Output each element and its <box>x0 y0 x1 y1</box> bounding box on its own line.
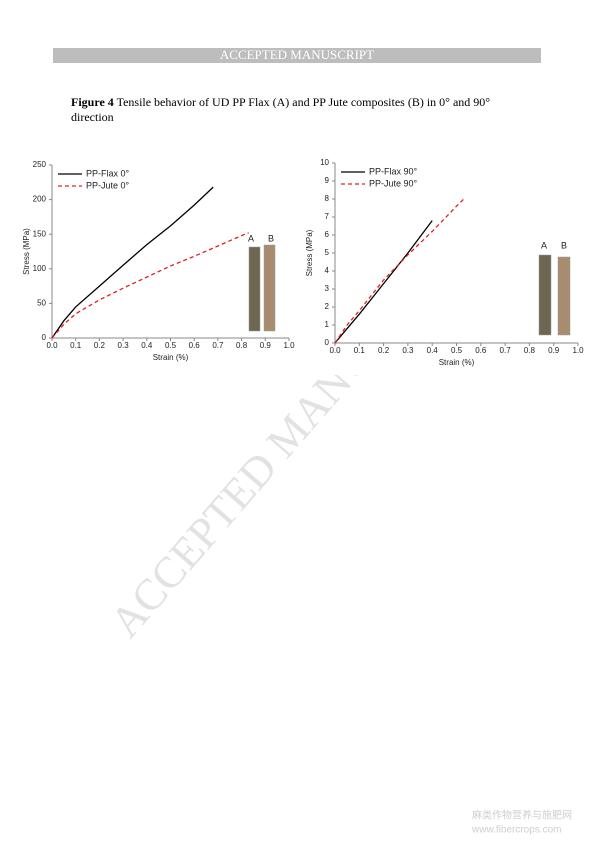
x-tick-label: 0.5 <box>451 346 463 355</box>
legend-label: PP-Flax 90° <box>369 166 418 176</box>
x-tick-label: 0.7 <box>212 341 224 350</box>
x-tick-label: 0.0 <box>329 346 341 355</box>
site-url: www.fibercrops.com <box>471 825 561 836</box>
site-name: 麻类作物营养与施肥网 <box>472 809 572 822</box>
legend-label: PP-Flax 0° <box>86 168 130 178</box>
x-tick-label: 0.0 <box>46 341 58 350</box>
x-tick-label: 0.5 <box>165 341 177 350</box>
y-tick-label: 8 <box>325 194 330 203</box>
x-tick-label: 0.8 <box>524 346 536 355</box>
caption-text: Tensile behavior of UD PP Flax (A) and P… <box>71 95 491 124</box>
y-tick-label: 1 <box>325 320 330 329</box>
y-tick-label: 7 <box>325 212 330 221</box>
x-tick-label: 1.0 <box>283 341 295 350</box>
y-tick-label: 0 <box>42 333 47 342</box>
x-tick-label: 0.6 <box>189 341 201 350</box>
x-tick-label: 0.4 <box>427 346 439 355</box>
y-axis-title: Stress (MPa) <box>305 229 314 276</box>
banner-text: ACCEPTED MANUSCRIPT <box>220 47 374 62</box>
series-line <box>51 186 214 339</box>
x-tick-label: 1.0 <box>572 346 584 355</box>
x-tick-label: 0.6 <box>475 346 487 355</box>
caption-label: Figure 4 <box>71 95 114 109</box>
y-tick-label: 4 <box>325 266 330 275</box>
x-tick-label: 0.3 <box>118 341 130 350</box>
y-tick-label: 100 <box>33 264 47 273</box>
x-tick-label: 0.3 <box>402 346 414 355</box>
banner-bar <box>53 48 541 63</box>
y-tick-label: 2 <box>325 302 330 311</box>
x-tick-label: 0.1 <box>70 341 82 350</box>
x-axis-title: Strain (%) <box>439 358 475 367</box>
x-tick-label: 0.2 <box>378 346 390 355</box>
y-axis-title: Stress (MPa) <box>22 228 31 275</box>
specimen-label: B <box>268 233 274 243</box>
y-tick-label: 3 <box>325 284 330 293</box>
x-tick-label: 0.8 <box>236 341 248 350</box>
y-tick-label: 50 <box>37 299 46 308</box>
x-tick-label: 0.7 <box>500 346 512 355</box>
x-tick-label: 0.9 <box>260 341 272 350</box>
specimen-photo <box>557 256 571 336</box>
specimen-label: B <box>561 240 567 250</box>
x-tick-label: 0.2 <box>94 341 106 350</box>
x-tick-label: 0.4 <box>141 341 153 350</box>
y-tick-label: 10 <box>320 158 329 167</box>
legend-label: PP-Jute 0° <box>86 180 130 190</box>
y-tick-label: 9 <box>325 176 330 185</box>
figure-caption: Figure 4 Tensile behavior of UD PP Flax … <box>71 95 511 125</box>
series-line <box>334 198 465 344</box>
y-tick-label: 150 <box>33 229 47 238</box>
series-line <box>334 220 433 344</box>
y-tick-label: 250 <box>33 160 47 169</box>
x-tick-label: 0.9 <box>548 346 560 355</box>
y-tick-label: 0 <box>325 338 330 347</box>
x-tick-label: 0.1 <box>354 346 366 355</box>
specimen-label: A <box>541 240 547 250</box>
y-tick-label: 5 <box>325 248 330 257</box>
series-line <box>51 232 249 339</box>
specimen-photo <box>538 254 552 336</box>
specimen-photo <box>248 246 261 332</box>
y-tick-label: 200 <box>33 195 47 204</box>
x-axis-title: Strain (%) <box>153 353 189 362</box>
legend-label: PP-Jute 90° <box>369 178 418 188</box>
specimen-label: A <box>248 233 254 243</box>
specimen-photo <box>263 244 276 332</box>
y-tick-label: 6 <box>325 230 330 239</box>
